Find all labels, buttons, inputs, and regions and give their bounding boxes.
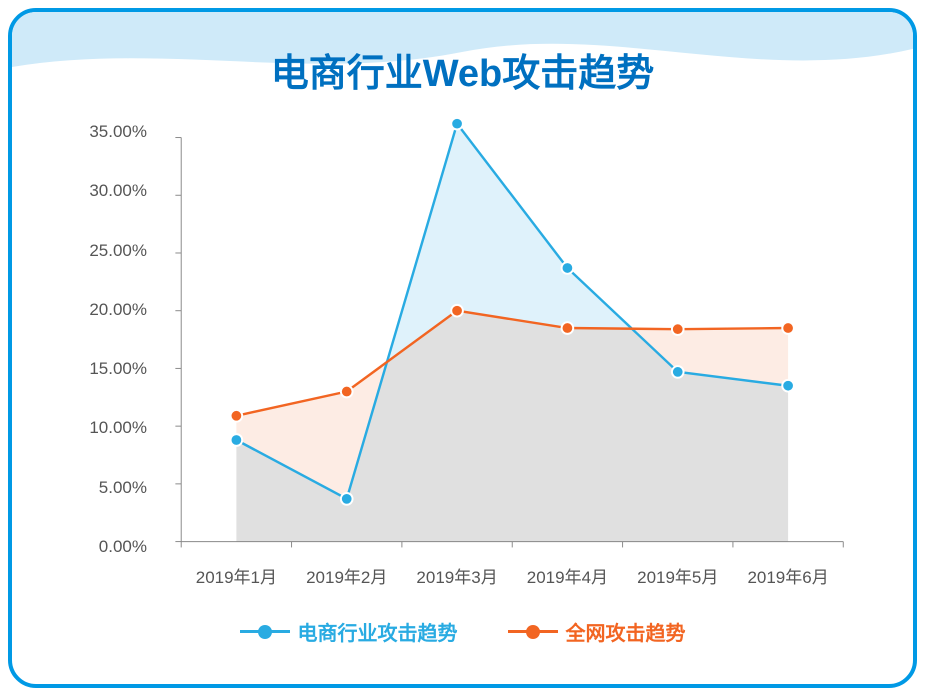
x-tick-label: 2019年6月 — [747, 563, 828, 588]
x-tick-label: 2019年2月 — [306, 563, 387, 588]
legend: 电商行业攻击趋势 全网攻击趋势 — [12, 617, 913, 646]
x-tick-label: 2019年5月 — [637, 563, 718, 588]
chart-svg — [152, 127, 853, 557]
y-tick-label: 15.00% — [52, 359, 147, 379]
x-tick-label: 2019年1月 — [196, 563, 277, 588]
y-tick-label: 0.00% — [52, 537, 147, 557]
x-axis-labels: 2019年1月 2019年2月 2019年3月 2019年4月 2019年5月 2019年… — [152, 563, 853, 593]
y-axis-labels: 0.00% 5.00% 10.00% 15.00% 20.00% 25.00% 30.00%… — [52, 127, 147, 557]
plot-region — [152, 127, 853, 557]
chart-title: 电商行业Web攻击趋势 — [12, 12, 913, 97]
card-content: 电商行业Web攻击趋势 0.00% 5.00% 10.00% 15.00% 20.00%… — [12, 12, 913, 684]
y-tick-label: 5.00% — [52, 478, 147, 498]
y-tick-label: 35.00% — [52, 122, 147, 142]
legend-item: 全网攻击趋势 — [508, 617, 686, 646]
x-tick-label: 2019年3月 — [416, 563, 497, 588]
y-tick-label: 10.00% — [52, 418, 147, 438]
y-tick-label: 25.00% — [52, 241, 147, 261]
y-tick-label: 30.00% — [52, 181, 147, 201]
y-tick-label: 20.00% — [52, 300, 147, 320]
x-tick-label: 2019年4月 — [527, 563, 608, 588]
chart-card: 电商行业Web攻击趋势 0.00% 5.00% 10.00% 15.00% 20.00%… — [8, 8, 917, 688]
legend-item: 电商行业攻击趋势 — [240, 617, 458, 646]
legend-label: 全网攻击趋势 — [566, 617, 686, 646]
legend-label: 电商行业攻击趋势 — [298, 617, 458, 646]
chart-area: 0.00% 5.00% 10.00% 15.00% 20.00% 25.00% 30.00%… — [52, 117, 873, 607]
